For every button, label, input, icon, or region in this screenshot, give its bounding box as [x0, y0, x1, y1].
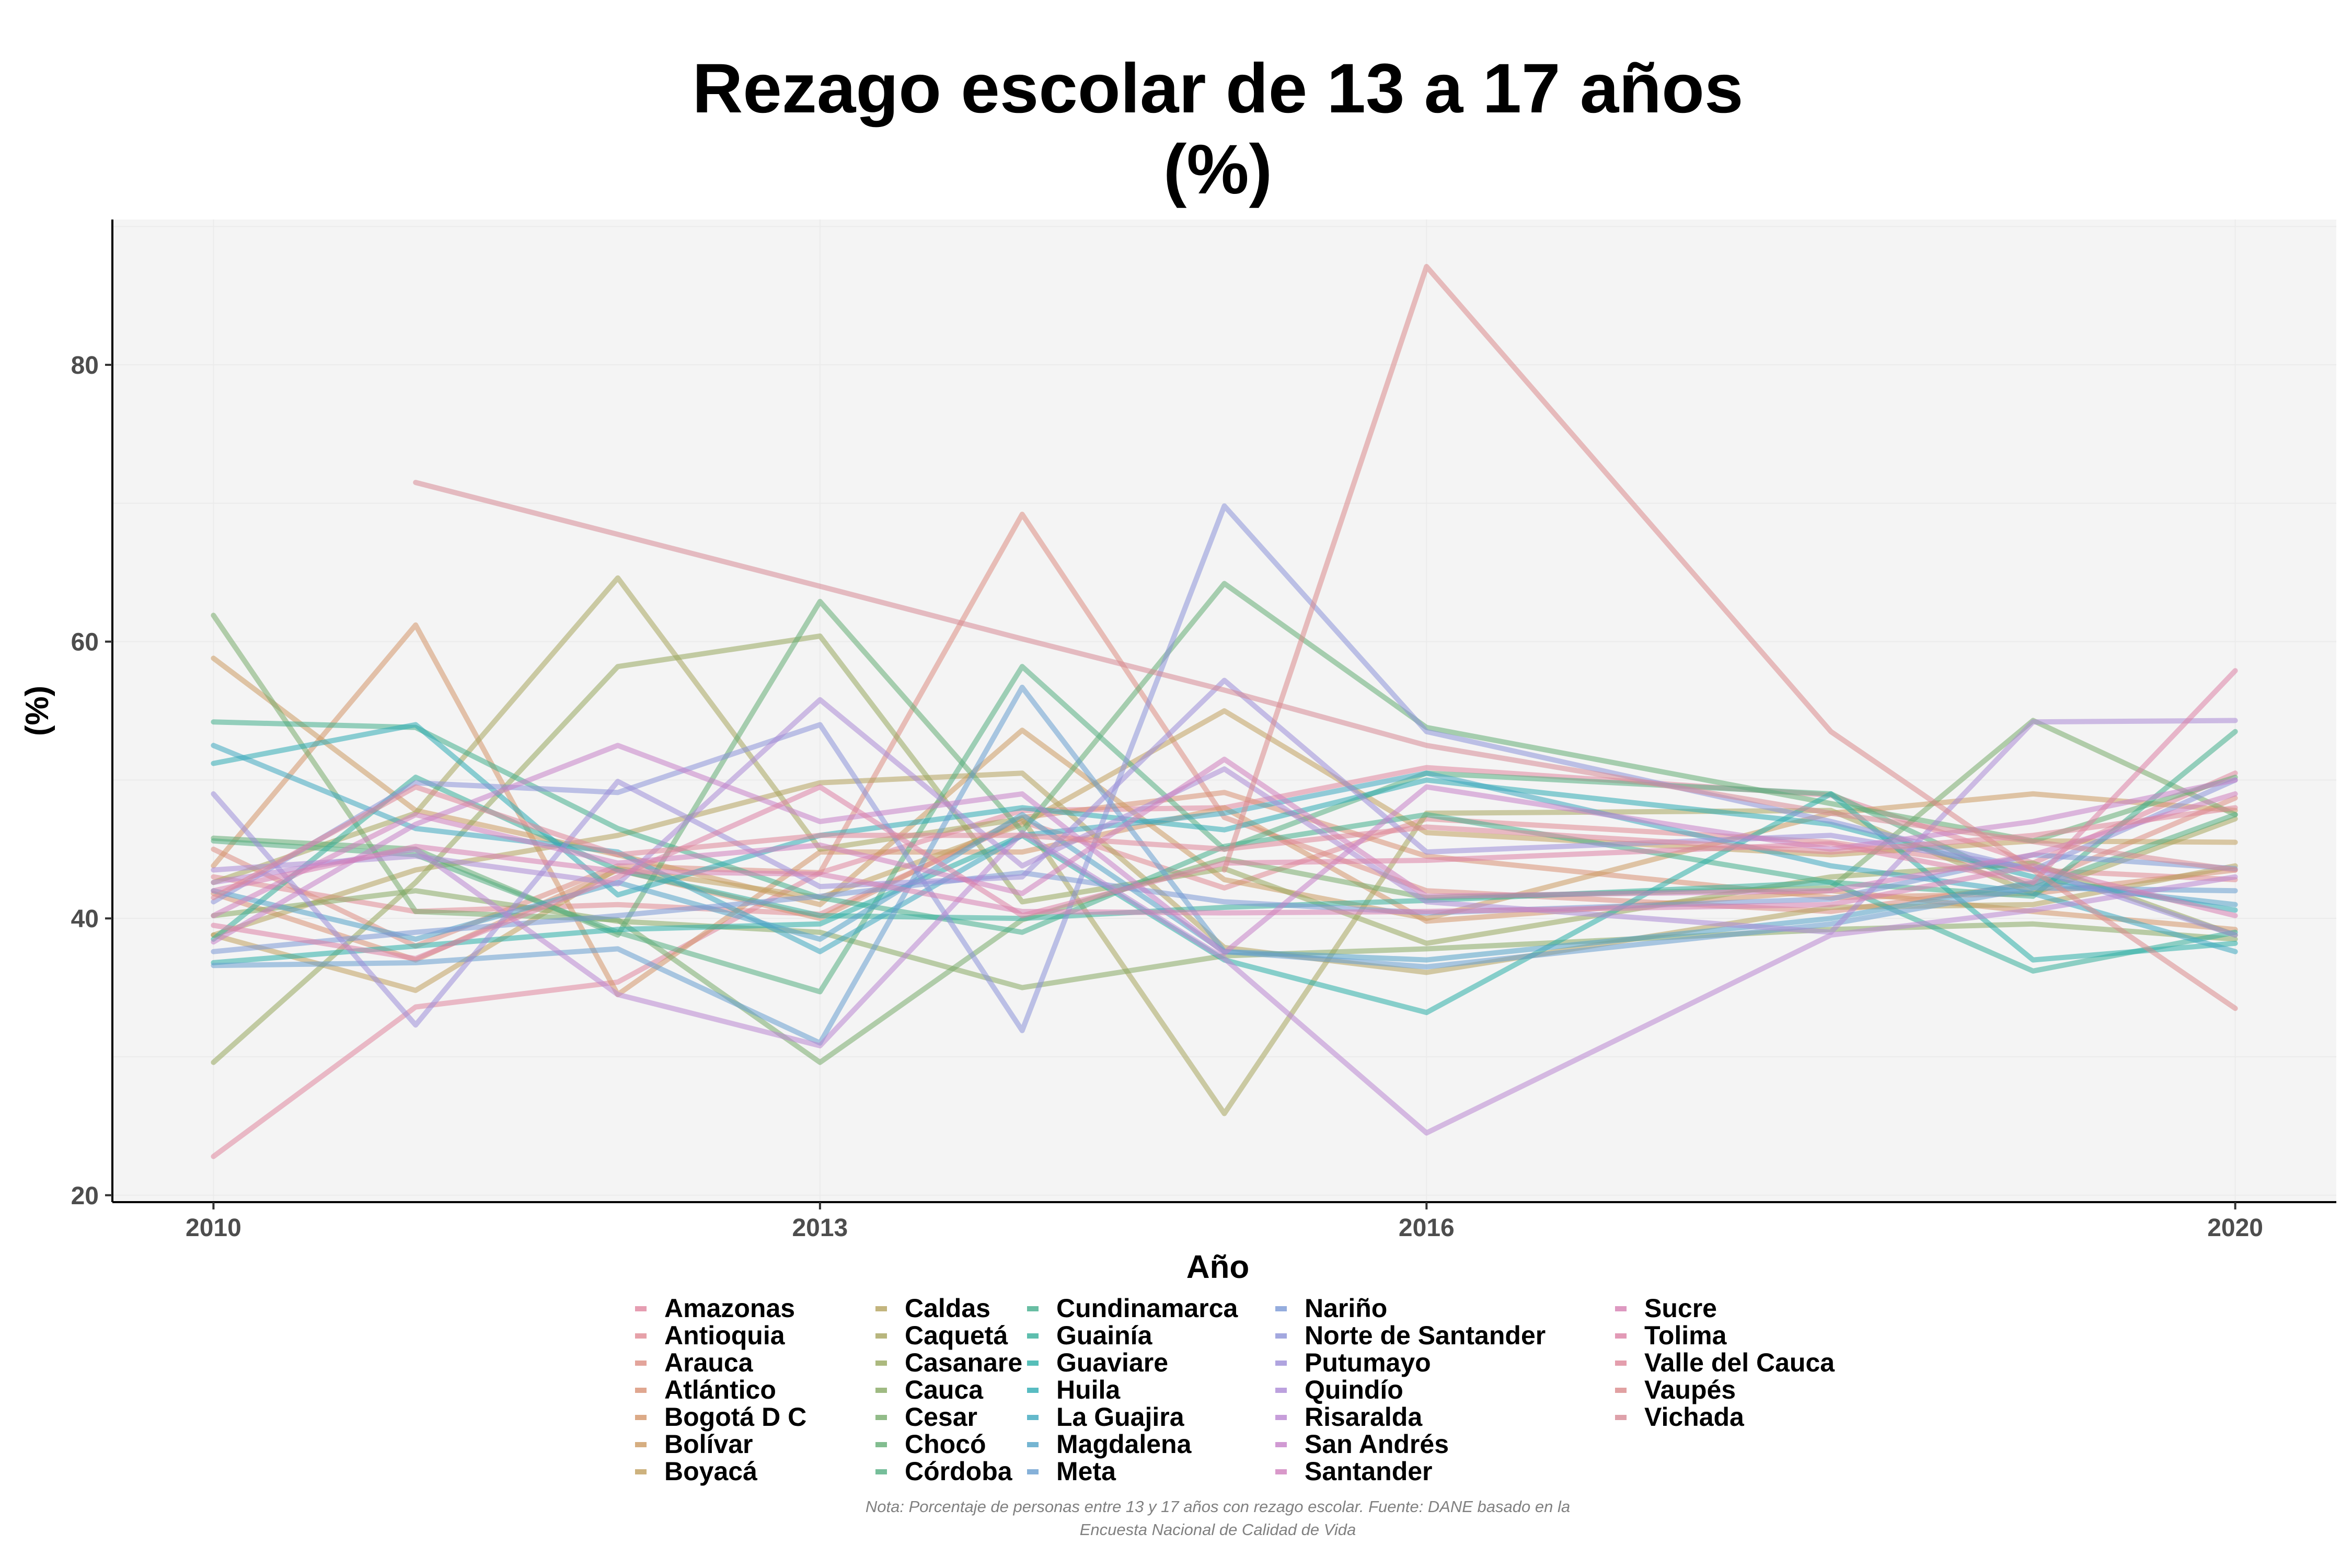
series-line-san-andres [211, 743, 2238, 956]
footnote-line-1: Nota: Porcentaje de personas entre 13 y … [866, 1497, 1570, 1516]
series-line-putumayo [211, 677, 2238, 1028]
x-tick-label: 2016 [1399, 1214, 1455, 1242]
legend-item-guaviare: Guaviare [1027, 1348, 1168, 1377]
tick-labels: 20 40 60 80 2010 2013 2016 2020 [71, 352, 2263, 1242]
legend-item-risaralda: Risaralda [1275, 1402, 1423, 1432]
series-line-vaupes [1221, 264, 2238, 1011]
series-line-santander [211, 756, 2238, 918]
series-line-magdalena [211, 812, 2238, 963]
legend-label: Arauca [664, 1348, 754, 1377]
legend-label: Caquetá [905, 1321, 1008, 1350]
legend-item-vaupes: Vaupés [1615, 1375, 1736, 1404]
legend-label: Caldas [905, 1294, 990, 1323]
y-tick-label: 40 [71, 905, 99, 933]
legend-label: Guaviare [1056, 1348, 1168, 1377]
legend-label: Huila [1056, 1375, 1121, 1404]
legend-label: San Andrés [1305, 1429, 1449, 1459]
legend-label: Norte de Santander [1305, 1321, 1546, 1350]
legend-label: Magdalena [1056, 1429, 1192, 1459]
legend-label: Casanare [905, 1348, 1022, 1377]
legend-label: Atlántico [664, 1375, 776, 1404]
series-line-vichada [413, 480, 2238, 873]
legend-label: Quindío [1305, 1375, 1403, 1404]
legend-label: Bogotá D C [664, 1402, 806, 1432]
legend-label: Amazonas [664, 1294, 795, 1323]
series-line-valle-del-cauca [211, 784, 2238, 901]
legend-label: Vichada [1644, 1402, 1745, 1432]
x-tick-label: 2013 [792, 1214, 848, 1242]
legend-label: Putumayo [1305, 1348, 1431, 1377]
legend-label: Valle del Cauca [1644, 1348, 1835, 1377]
legend-item-meta: Meta [1027, 1457, 1116, 1486]
legend-item-choco: Chocó [875, 1429, 986, 1459]
legend-label: Cundinamarca [1056, 1294, 1239, 1323]
series-line-tolima [211, 668, 2238, 961]
legend-label: Tolima [1644, 1321, 1727, 1350]
legend-label: Vaupés [1644, 1375, 1736, 1404]
series-line-sucre [211, 844, 2238, 918]
series-line-risaralda [211, 830, 2238, 1136]
legend-item-narino: Nariño [1275, 1294, 1387, 1323]
legend-item-la-guajira: La Guajira [1027, 1402, 1185, 1432]
legend-label: Bolívar [664, 1429, 753, 1459]
legend-item-cundinamarca: Cundinamarca [1027, 1294, 1239, 1323]
legend-item-bolivar: Bolívar [635, 1429, 753, 1459]
legend-label: Guainía [1056, 1321, 1153, 1350]
y-tick-label: 60 [71, 629, 99, 656]
series-line-cordoba [211, 664, 2238, 995]
y-tick-label: 80 [71, 352, 99, 379]
legend-item-tolima: Tolima [1615, 1321, 1727, 1350]
legend-item-putumayo: Putumayo [1275, 1348, 1431, 1377]
y-tick-label: 20 [71, 1182, 99, 1210]
legend-item-cordoba: Córdoba [875, 1457, 1013, 1486]
x-axis-title: Año [1186, 1249, 1250, 1285]
legend-item-vichada: Vichada [1615, 1402, 1745, 1432]
legend-item-caqueta: Caquetá [875, 1321, 1008, 1350]
legend-label: Antioquia [664, 1321, 786, 1350]
legend-label: Meta [1056, 1457, 1116, 1486]
legend-item-antioquia: Antioquia [635, 1321, 786, 1350]
x-tick-label: 2010 [186, 1214, 241, 1242]
y-axis-title: (%) [19, 686, 55, 736]
legend-item-cesar: Cesar [875, 1402, 977, 1432]
legend-item-guainia: Guainía [1027, 1321, 1153, 1350]
legend-item-atlantico: Atlántico [635, 1375, 776, 1404]
legend-item-huila: Huila [1027, 1375, 1121, 1404]
legend-label: Cesar [905, 1402, 977, 1432]
legend-item-amazonas: Amazonas [635, 1294, 795, 1323]
legend-item-cauca: Cauca [875, 1375, 984, 1404]
chart-title-line-1: Rezago escolar de 13 a 17 años [693, 50, 1744, 128]
legend-item-bogota-d-c: Bogotá D C [635, 1402, 806, 1432]
legend-label: Santander [1305, 1457, 1433, 1486]
legend-item-quindio: Quindío [1275, 1375, 1403, 1404]
legend-label: Córdoba [905, 1457, 1013, 1486]
legend-label: Risaralda [1305, 1402, 1423, 1432]
legend-label: Chocó [905, 1429, 986, 1459]
legend-item-valle-del-cauca: Valle del Cauca [1615, 1348, 1835, 1377]
x-tick-label: 2020 [2207, 1214, 2263, 1242]
legend-item-caldas: Caldas [875, 1294, 990, 1323]
legend-item-magdalena: Magdalena [1027, 1429, 1192, 1459]
legend-label: Nariño [1305, 1294, 1387, 1323]
legend-item-casanare: Casanare [875, 1348, 1022, 1377]
legend-label: La Guajira [1056, 1402, 1185, 1432]
legend-item-boyaca: Boyacá [635, 1457, 757, 1486]
chart-title-line-2: (%) [1163, 131, 1272, 209]
axes [111, 220, 2336, 1203]
legend-item-santander: Santander [1275, 1457, 1433, 1486]
legend-label: Sucre [1644, 1294, 1717, 1323]
series-lines [211, 264, 2238, 1159]
legend-item-norte-de-santander: Norte de Santander [1275, 1321, 1546, 1350]
legend-item-sucre: Sucre [1615, 1294, 1717, 1323]
legend-label: Cauca [905, 1375, 984, 1404]
legend-item-arauca: Arauca [635, 1348, 754, 1377]
footnote-line-2: Encuesta Nacional de Calidad de Vida [1080, 1520, 1356, 1539]
legend-label: Boyacá [664, 1457, 757, 1486]
legend-item-san-andres: San Andrés [1275, 1429, 1449, 1459]
